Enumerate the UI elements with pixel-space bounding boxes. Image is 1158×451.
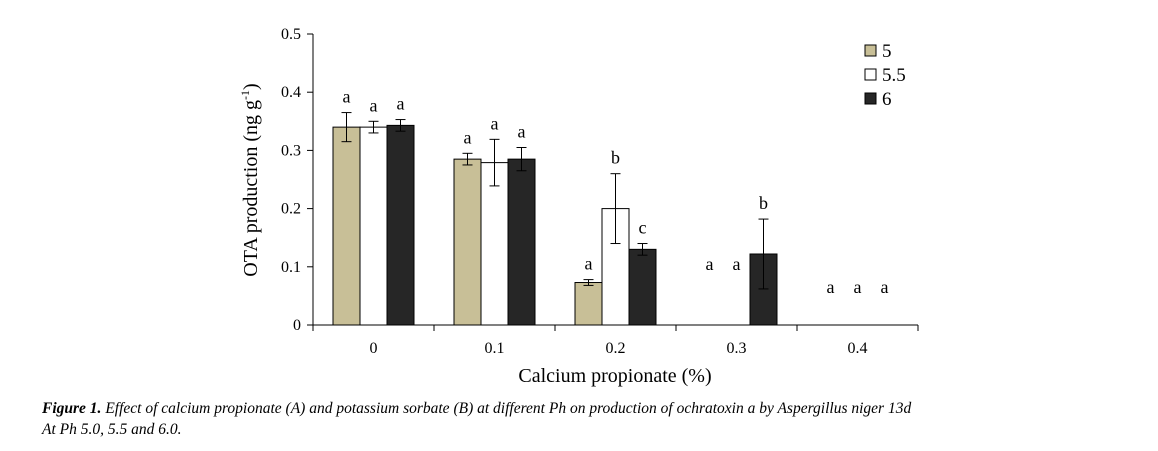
legend-swatch	[864, 68, 877, 81]
y-tick-label: 0.2	[281, 201, 301, 218]
bar	[574, 282, 603, 326]
chart-bars	[332, 124, 778, 326]
caption-label: Figure 1.	[42, 400, 102, 417]
x-axis-label: Calcium propionate (%)	[518, 365, 711, 387]
x-tick-label: 0.3	[727, 340, 747, 357]
significance-label: a	[518, 121, 526, 141]
bar	[453, 158, 482, 326]
significance-label: a	[343, 87, 351, 107]
y-tick-label: 0.4	[281, 84, 301, 101]
significance-label: a	[706, 254, 714, 274]
significance-label: a	[585, 254, 593, 274]
caption-text-1: Effect of calcium propionate (A) and pot…	[101, 400, 912, 417]
legend-label: 5.5	[882, 65, 906, 86]
x-tick-label: 0.4	[848, 340, 868, 357]
bar	[386, 124, 415, 326]
legend-swatch	[864, 44, 877, 57]
bar	[507, 158, 536, 326]
significance-label: b	[611, 148, 620, 168]
significance-label: b	[759, 193, 768, 213]
significance-label: a	[827, 277, 835, 297]
chart-legend: 55.56	[864, 41, 906, 110]
legend-swatch	[864, 92, 877, 105]
bar	[628, 248, 657, 326]
legend-label: 5	[882, 41, 892, 62]
legend-label: 6	[882, 89, 892, 110]
bar	[332, 126, 361, 326]
chart-axes: 0 0.1 0.2 0.3 0.4 0.5 0 0.1 0.2 0.3 0.4	[281, 26, 919, 357]
chart-error-bars	[341, 112, 769, 290]
y-tick-label: 0.3	[281, 142, 301, 159]
significance-label: a	[881, 277, 889, 297]
significance-label: a	[491, 113, 499, 133]
y-tick-label: 0	[293, 317, 301, 334]
x-tick-label: 0.2	[606, 340, 626, 357]
significance-label: a	[854, 277, 862, 297]
significance-label: c	[639, 218, 647, 238]
bar	[480, 162, 509, 326]
bar-chart: 00.10.20.30.40.50 0.1 0.2 0.3 0.4 aaa aaaabaa…	[238, 26, 919, 387]
figure-caption: Figure 1. Effect of calcium propionate (…	[42, 398, 1142, 440]
caption-line-2: At Ph 5.0, 5.5 and 6.0.	[42, 421, 182, 438]
bar	[359, 126, 388, 326]
x-tick-label: 0	[370, 340, 378, 357]
y-axis-label-main: OTA production (ng g	[240, 100, 262, 277]
y-tick-label: 0.5	[281, 26, 301, 43]
significance-label: a	[370, 95, 378, 115]
y-tick-label: 0.1	[281, 259, 301, 276]
y-axis-label-close: )	[240, 83, 262, 90]
y-axis-label-superscript: -1	[238, 90, 252, 100]
significance-label: a	[464, 127, 472, 147]
y-axis-label: OTA production (ng g-1)	[238, 83, 262, 276]
caption-line-1: Figure 1. Effect of calcium propionate (…	[42, 398, 1142, 419]
significance-label: a	[397, 94, 405, 114]
significance-label: a	[733, 254, 741, 274]
x-tick-label: 0.1	[485, 340, 505, 357]
